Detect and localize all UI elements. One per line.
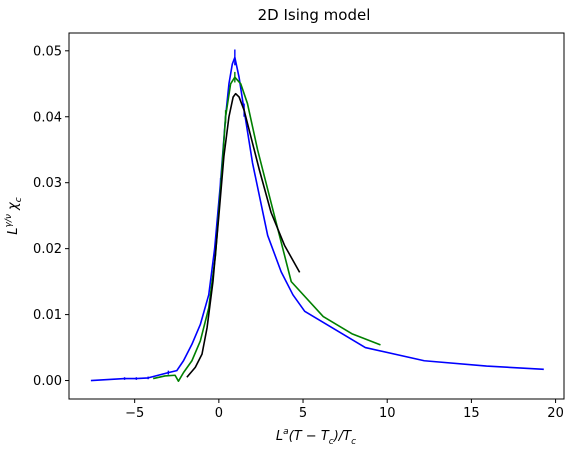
x-tick-label: 0 xyxy=(215,406,223,421)
series-layer xyxy=(90,49,544,382)
x-tick-label: −5 xyxy=(125,406,144,421)
y-tick-label: 0.03 xyxy=(33,176,62,191)
plot-area xyxy=(69,33,564,399)
series-3-line xyxy=(186,92,301,378)
series-1-line xyxy=(90,56,544,382)
x-tick-label: 5 xyxy=(299,406,307,421)
y-tick-label: 0.05 xyxy=(33,44,62,59)
plot-frame xyxy=(68,32,565,400)
y-axis: 0.00 0.01 0.02 0.03 0.04 0.05 xyxy=(33,44,69,389)
y-axis-label: Lγ/ν χc xyxy=(4,197,24,234)
y-tick-label: 0.00 xyxy=(33,374,62,389)
x-axis: −5 0 5 10 15 20 xyxy=(125,399,564,421)
x-axis-label: La(T − Tc)/Tc xyxy=(276,427,356,447)
chart-title: 2D Ising model xyxy=(258,6,371,24)
y-tick-label: 0.02 xyxy=(33,242,62,257)
x-tick-label: 10 xyxy=(379,406,396,421)
x-tick-label: 15 xyxy=(463,406,480,421)
y-tick-label: 0.04 xyxy=(33,110,62,125)
y-tick-label: 0.01 xyxy=(33,308,62,323)
x-tick-label: 20 xyxy=(547,406,564,421)
